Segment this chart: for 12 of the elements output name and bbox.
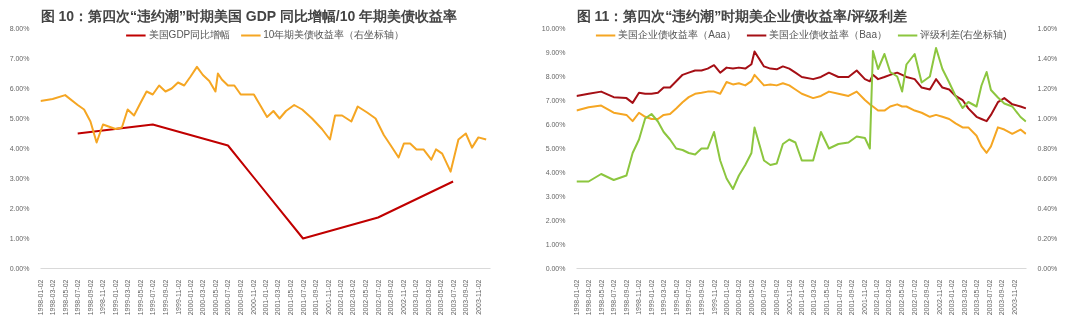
legend-label: 美国企业债收益率（Baa）: [769, 28, 887, 42]
line-series: [576, 50, 1027, 123]
legend-label: 美国GDP同比增幅: [148, 28, 231, 42]
chart-title: 图 11：第四次“违约潮”时期美企业债收益率/评级利差: [576, 7, 908, 24]
legend-label: 10年期美债收益率（右坐标轴）: [263, 28, 405, 42]
legend-label: 评级利差(右坐标轴): [919, 28, 1007, 42]
legend-label: 美国企业债收益率（Aaa）: [618, 28, 737, 42]
line-series: [576, 73, 1027, 154]
line-series: [76, 123, 455, 240]
line-series: [40, 65, 488, 173]
line-series: [576, 47, 1027, 190]
chart-title: 图 10：第四次“违约潮”时期美国 GDP 同比增幅/10 年期美债收益率: [40, 7, 458, 24]
